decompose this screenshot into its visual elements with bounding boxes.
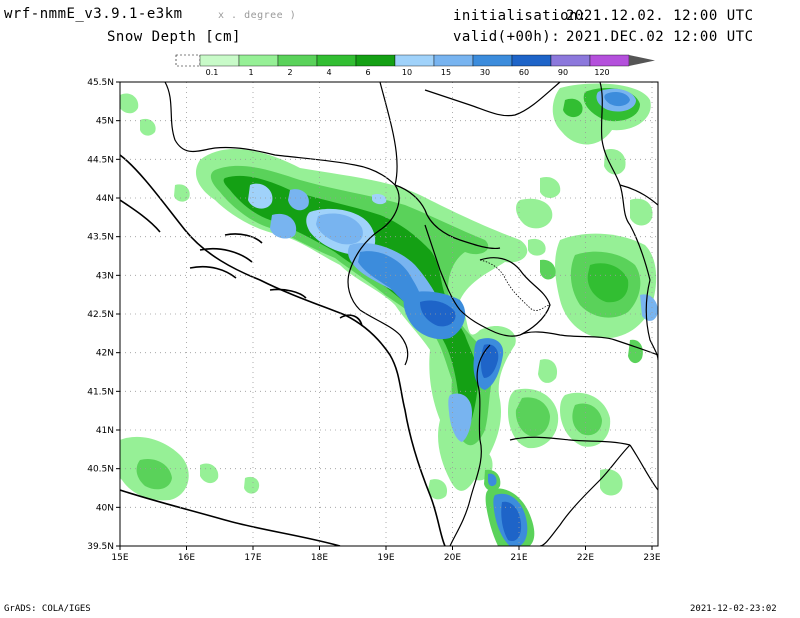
valid-label: valid(+00h): bbox=[453, 29, 561, 45]
lat-tick-label: 41N bbox=[96, 426, 114, 436]
init-value: 2021.12.02. 12:00 UTC bbox=[566, 8, 754, 24]
kosovo-border bbox=[479, 259, 551, 311]
colorbar-swatch bbox=[394, 54, 435, 67]
model-title: wrf-nmmE_v3.9.1-e3km bbox=[4, 6, 183, 22]
lat-tick-label: 45.5N bbox=[87, 78, 114, 88]
init-label: initialisation: bbox=[453, 8, 587, 24]
lat-tick-label: 45N bbox=[96, 117, 114, 127]
footer-timestamp: 2021-12-02-23:02 bbox=[690, 604, 777, 614]
colorbar-below-threshold bbox=[175, 54, 201, 67]
lat-tick-label: 40.5N bbox=[87, 465, 114, 475]
colorbar-label: 10 bbox=[402, 68, 412, 77]
colorbar-label: 90 bbox=[558, 68, 568, 77]
colorbar-swatch bbox=[550, 54, 591, 67]
country-borders bbox=[164, 82, 658, 546]
colorbar-swatch bbox=[316, 54, 357, 67]
colorbar-label: 0.1 bbox=[206, 68, 219, 77]
colorbar-label: 60 bbox=[519, 68, 529, 77]
lon-tick-label: 19E bbox=[377, 553, 394, 563]
colorbar-swatch bbox=[277, 54, 318, 67]
lat-tick-label: 41.5N bbox=[87, 387, 114, 397]
colorbar-label: 120 bbox=[594, 68, 609, 77]
colorbar-label: 4 bbox=[326, 68, 331, 77]
colorbar-label: 6 bbox=[365, 68, 370, 77]
lat-tick-label: 44N bbox=[96, 194, 114, 204]
colorbar-swatch bbox=[589, 54, 630, 67]
lat-tick-label: 40N bbox=[96, 503, 114, 513]
colorbar: 0.1 1 2 4 6 10 15 30 60 90 120 bbox=[175, 54, 655, 77]
lat-tick-label: 42.5N bbox=[87, 310, 114, 320]
lat-tick-label: 43N bbox=[96, 271, 114, 281]
colorbar-swatch bbox=[238, 54, 279, 67]
lat-tick-label: 39.5N bbox=[87, 542, 114, 552]
lat-tick-label: 43.5N bbox=[87, 233, 114, 243]
colorbar-label: 2 bbox=[287, 68, 292, 77]
variable-title: Snow Depth [cm] bbox=[107, 29, 241, 45]
lon-tick-label: 22E bbox=[577, 553, 594, 563]
colorbar-swatch bbox=[199, 54, 240, 67]
lat-tick-label: 44.5N bbox=[87, 155, 114, 165]
colorbar-swatch bbox=[511, 54, 552, 67]
snow-field bbox=[120, 82, 658, 546]
lon-tick-label: 15E bbox=[111, 553, 128, 563]
colorbar-swatch bbox=[433, 54, 474, 67]
colorbar-label: 1 bbox=[248, 68, 253, 77]
colorbar-label: 15 bbox=[441, 68, 451, 77]
lat-tick-label: 42N bbox=[96, 349, 114, 359]
colorbar-swatch bbox=[472, 54, 513, 67]
lon-tick-label: 21E bbox=[510, 553, 527, 563]
lon-tick-label: 23E bbox=[643, 553, 660, 563]
valid-value: 2021.DEC.02 12:00 UTC bbox=[566, 29, 754, 45]
lon-tick-label: 20E bbox=[444, 553, 461, 563]
lon-tick-label: 17E bbox=[244, 553, 261, 563]
lon-tick-label: 18E bbox=[311, 553, 328, 563]
projection-note: x . degree ) bbox=[218, 10, 297, 21]
lon-tick-labels: 15E 16E 17E 18E 19E 20E 21E 22E 23E bbox=[111, 546, 661, 563]
colorbar-label: 30 bbox=[480, 68, 490, 77]
colorbar-swatch bbox=[355, 54, 396, 67]
footer-credit: GrADS: COLA/IGES bbox=[4, 604, 91, 614]
lat-tick-labels: 45.5N 45N 44.5N 44N 43.5N 43N 42.5N 42N 41.5N 41N… bbox=[87, 78, 120, 552]
colorbar-overflow-arrow bbox=[629, 55, 655, 66]
lon-tick-label: 16E bbox=[178, 553, 195, 563]
coastlines bbox=[120, 154, 446, 546]
